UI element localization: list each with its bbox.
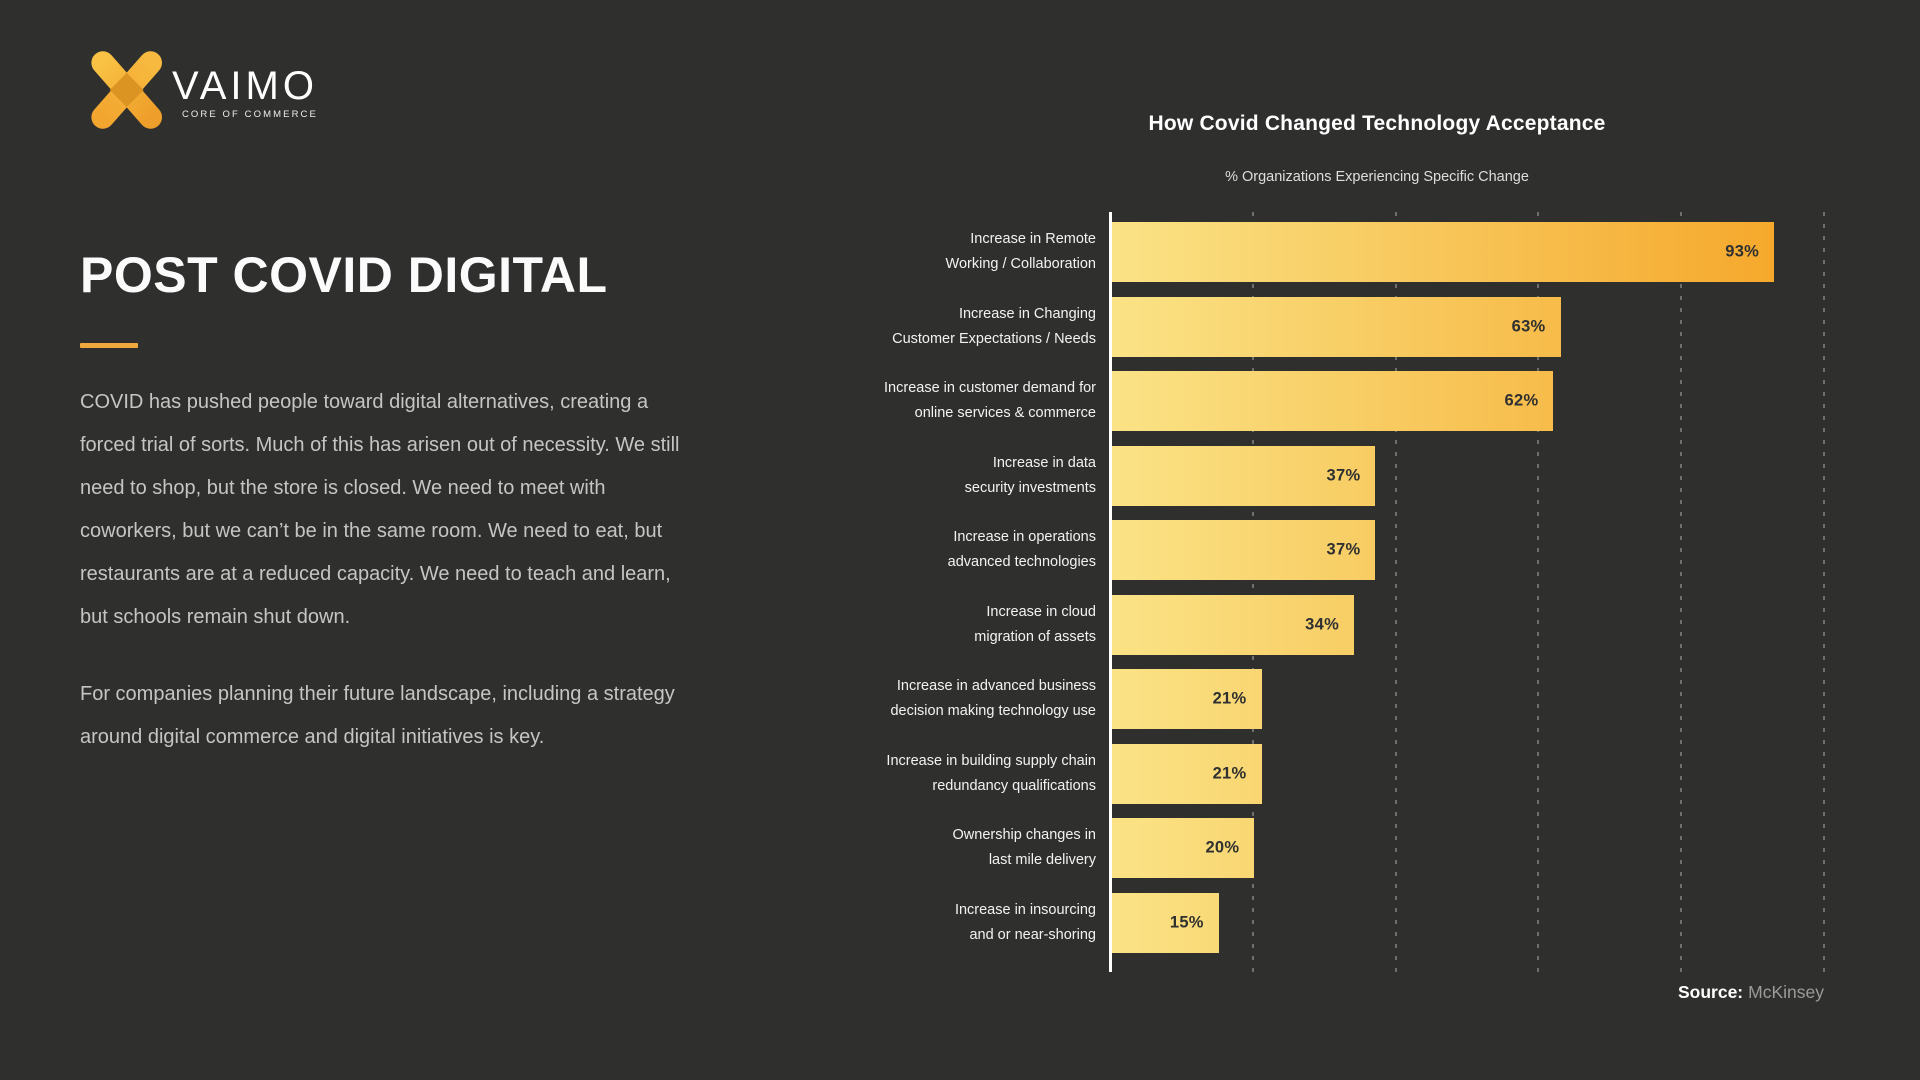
bar-value: 63% [1511,317,1546,335]
bar-value: 21% [1212,689,1247,708]
bar: 63% [1112,296,1561,357]
bar-value: 62% [1504,391,1539,410]
bar-value: 21% [1212,764,1247,782]
bar-label: Ownership changes in last mile delivery [952,827,1096,868]
gridline [1680,212,1683,972]
chart-row: Increase in Changing Customer Expectation… [892,296,1824,357]
chart-row: Ownership changes in last mile delivery 20… [953,818,1824,878]
bar: 37% [1112,520,1376,580]
intro-paragraph: COVID has pushed people toward digital a… [80,391,680,628]
chart-row: Increase in advanced business decision ma… [890,669,1824,729]
vaimo-logo: VAIMO CORE OF COMMERCE [82,50,318,130]
left-panel: POST COVID DIGITAL COVID has pushed peop… [80,248,688,759]
bar-label: Increase in advanced business decision ma… [890,678,1096,719]
bar-label: Increase in building supply chain redunda… [886,752,1096,794]
bar-value: 34% [1305,615,1340,633]
chart-row: Increase in data security investments 37% [965,445,1824,506]
gridline [1537,212,1540,972]
bar-value: 37% [1326,466,1361,484]
y-axis-line [1109,212,1112,972]
bar-label: Increase in cloud migration of assets [974,603,1096,645]
chart-header: How Covid Changed Technology Acceptance … [930,112,1824,185]
page-title: POST COVID DIGITAL [80,247,608,303]
chart-subtitle: % Organizations Experiencing Specific Ch… [1225,169,1529,185]
chart-title: How Covid Changed Technology Acceptance [1148,112,1606,135]
bar-label: Increase in insourcing and or near-shorin… [954,901,1096,943]
bar: 62% [1112,371,1554,431]
source-label: Source: [1677,982,1744,1002]
bar-label: Increase in operations advanced technolog… [947,529,1096,570]
logo-tagline: CORE OF COMMERCE [181,109,318,120]
gridline [1823,212,1825,972]
chart-plot: Increase in Remote Working / Collaboratio… [884,212,1825,972]
gridline [1394,212,1397,972]
vaimo-x-icon [91,51,163,129]
chart-row: Increase in operations advanced technolog… [948,520,1824,580]
bar-label: Increase in Changing Customer Expectation… [892,305,1096,347]
source-line: Source: McKinsey [1678,982,1824,1003]
chart-row: Increase in building supply chain redunda… [886,743,1824,804]
bar: 21% [1112,743,1262,804]
bar-value: 37% [1326,540,1361,559]
bar-label: Increase in customer demand for online se… [884,380,1096,421]
bar: 37% [1112,445,1376,506]
bar-value: 15% [1169,913,1204,931]
bar: 20% [1112,818,1255,878]
bar-label: Increase in data security investments [964,454,1096,496]
bar-value: 93% [1725,242,1760,261]
bar-value: 20% [1205,838,1240,857]
chart-row: Increase in cloud migration of assets 34% [974,594,1824,655]
title-underline [80,343,138,348]
strategy-paragraph: For companies planning their future land… [80,683,675,748]
gridline [1251,212,1254,972]
source-value: McKinsey [1748,982,1824,1002]
chart-row: Increase in Remote Working / Collaboratio… [946,222,1824,282]
bar: 34% [1112,594,1355,655]
chart-row: Increase in insourcing and or near-shorin… [955,892,1824,953]
chart-row: Increase in customer demand for online se… [884,371,1824,431]
bar-label: Increase in Remote Working / Collaboratio… [945,231,1096,272]
bar: 21% [1112,669,1262,729]
bar: 15% [1112,892,1219,953]
bar: 93% [1112,222,1775,282]
logo-brand: VAIMO [172,64,318,108]
